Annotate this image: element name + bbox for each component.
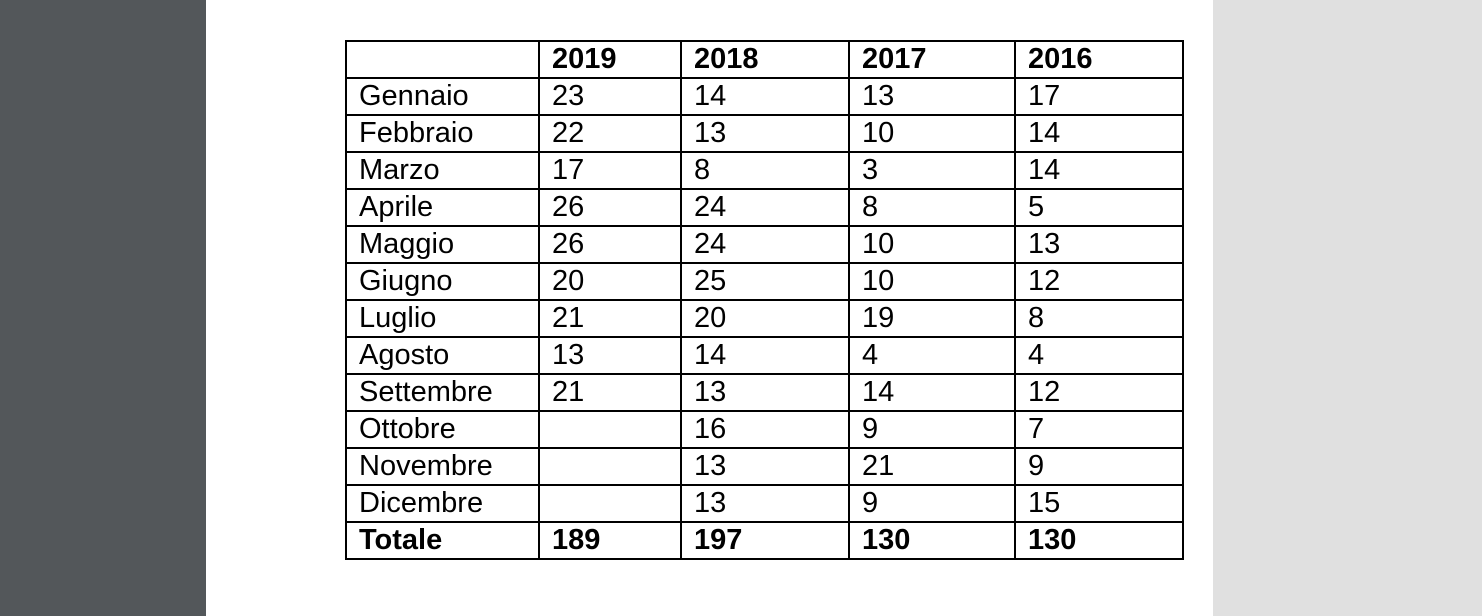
value-cell: 10	[848, 225, 1016, 264]
header-cell: 2017	[848, 40, 1016, 79]
header-cell: 2019	[538, 40, 682, 79]
value-cell: 21	[538, 299, 682, 338]
value-cell: 20	[538, 262, 682, 301]
value-cell: 4	[1014, 336, 1184, 375]
value-cell: 14	[848, 373, 1016, 412]
value-cell: 14	[680, 77, 850, 116]
value-cell: 5	[1014, 188, 1184, 227]
month-cell: Maggio	[345, 225, 540, 264]
month-cell: Marzo	[345, 151, 540, 190]
viewer-right-pane	[1213, 0, 1482, 616]
value-cell: 25	[680, 262, 850, 301]
total-cell: 130	[848, 521, 1016, 560]
value-cell: 13	[1014, 225, 1184, 264]
month-cell: Gennaio	[345, 77, 540, 116]
value-cell: 17	[1014, 77, 1184, 116]
month-cell: Giugno	[345, 262, 540, 301]
table-row: Aprile 26 24 8 5	[345, 188, 1184, 227]
value-cell: 24	[680, 225, 850, 264]
value-cell: 21	[538, 373, 682, 412]
value-cell: 13	[680, 373, 850, 412]
value-cell: 8	[1014, 299, 1184, 338]
value-cell: 26	[538, 225, 682, 264]
value-cell: 21	[848, 447, 1016, 486]
value-cell: 10	[848, 262, 1016, 301]
value-cell: 13	[538, 336, 682, 375]
value-cell	[538, 410, 682, 449]
value-cell: 4	[848, 336, 1016, 375]
table-row: Agosto 13 14 4 4	[345, 336, 1184, 375]
monthly-table: 2019 2018 2017 2016 Gennaio 23 14 13 17 Febbr…	[345, 40, 1184, 560]
value-cell: 8	[680, 151, 850, 190]
total-cell: 189	[538, 521, 682, 560]
total-cell: 130	[1014, 521, 1184, 560]
value-cell: 9	[1014, 447, 1184, 486]
month-cell: Settembre	[345, 373, 540, 412]
table-row: Maggio 26 24 10 13	[345, 225, 1184, 264]
value-cell: 22	[538, 114, 682, 153]
value-cell: 13	[680, 447, 850, 486]
value-cell: 14	[1014, 151, 1184, 190]
month-cell: Agosto	[345, 336, 540, 375]
month-cell: Luglio	[345, 299, 540, 338]
table-row: Marzo 17 8 3 14	[345, 151, 1184, 190]
month-cell: Novembre	[345, 447, 540, 486]
month-cell: Aprile	[345, 188, 540, 227]
table-row: Settembre 21 13 14 12	[345, 373, 1184, 412]
value-cell: 7	[1014, 410, 1184, 449]
value-cell: 14	[680, 336, 850, 375]
total-cell: 197	[680, 521, 850, 560]
header-cell	[345, 40, 540, 79]
month-cell: Febbraio	[345, 114, 540, 153]
document-page: 2019 2018 2017 2016 Gennaio 23 14 13 17 Febbr…	[206, 0, 1213, 616]
table-row: Dicembre 13 9 15	[345, 484, 1184, 523]
total-cell: Totale	[345, 521, 540, 560]
value-cell: 9	[848, 410, 1016, 449]
value-cell: 20	[680, 299, 850, 338]
header-row: 2019 2018 2017 2016	[345, 40, 1184, 79]
value-cell	[538, 447, 682, 486]
total-row: Totale 189 197 130 130	[345, 521, 1184, 560]
value-cell: 13	[680, 114, 850, 153]
header-cell: 2016	[1014, 40, 1184, 79]
value-cell: 16	[680, 410, 850, 449]
header-cell: 2018	[680, 40, 850, 79]
value-cell: 14	[1014, 114, 1184, 153]
value-cell: 15	[1014, 484, 1184, 523]
viewer-left-pane	[0, 0, 206, 616]
value-cell: 19	[848, 299, 1016, 338]
value-cell: 12	[1014, 373, 1184, 412]
month-cell: Ottobre	[345, 410, 540, 449]
value-cell: 13	[848, 77, 1016, 116]
value-cell: 24	[680, 188, 850, 227]
value-cell: 8	[848, 188, 1016, 227]
value-cell: 9	[848, 484, 1016, 523]
month-cell: Dicembre	[345, 484, 540, 523]
table-row: Luglio 21 20 19 8	[345, 299, 1184, 338]
value-cell	[538, 484, 682, 523]
table-row: Ottobre 16 9 7	[345, 410, 1184, 449]
value-cell: 23	[538, 77, 682, 116]
table-row: Novembre 13 21 9	[345, 447, 1184, 486]
value-cell: 13	[680, 484, 850, 523]
value-cell: 3	[848, 151, 1016, 190]
table-row: Gennaio 23 14 13 17	[345, 77, 1184, 116]
value-cell: 17	[538, 151, 682, 190]
table-row: Febbraio 22 13 10 14	[345, 114, 1184, 153]
value-cell: 10	[848, 114, 1016, 153]
value-cell: 12	[1014, 262, 1184, 301]
table-row: Giugno 20 25 10 12	[345, 262, 1184, 301]
value-cell: 26	[538, 188, 682, 227]
